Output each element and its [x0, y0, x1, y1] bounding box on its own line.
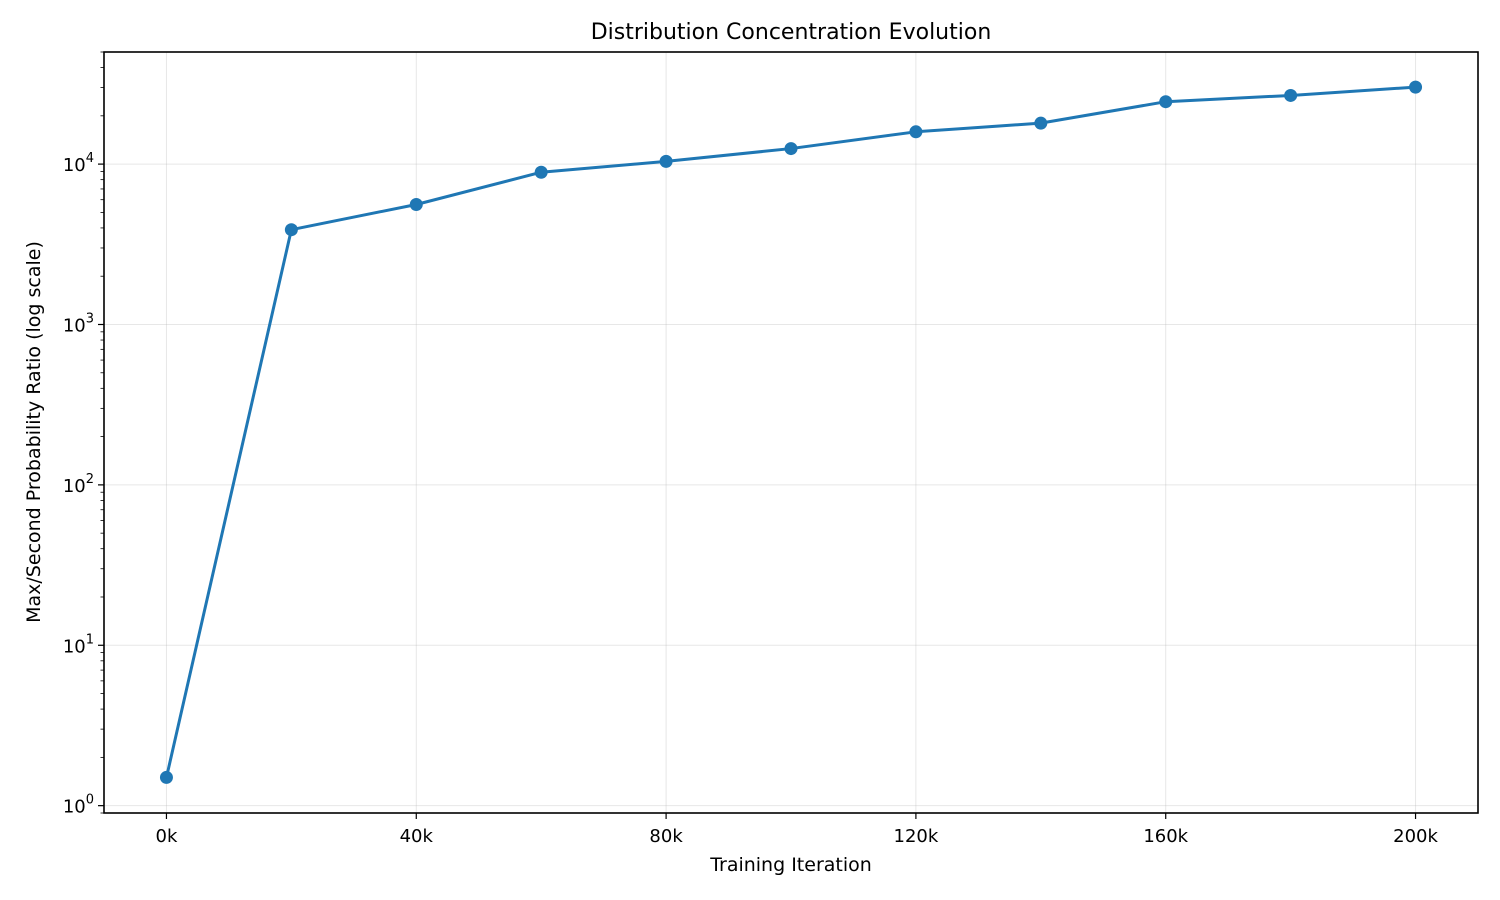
- data-point: [784, 142, 798, 156]
- data-point: [534, 165, 548, 179]
- grid: [104, 52, 1478, 813]
- data-point: [909, 125, 923, 139]
- plot-frame: [103, 51, 1479, 814]
- y-tick-label: 101: [63, 632, 94, 657]
- data-point: [1409, 80, 1423, 94]
- y-tick-label: 104: [63, 151, 94, 176]
- x-tick-label: 120k: [894, 826, 939, 847]
- data-point: [409, 197, 423, 211]
- x-axis-label: Training Iteration: [709, 854, 872, 876]
- x-tick-label: 40k: [400, 826, 434, 847]
- x-tick-label: 160k: [1143, 826, 1188, 847]
- data-point: [1284, 88, 1298, 102]
- series-line: [159, 80, 1423, 784]
- y-tick-label: 100: [63, 793, 94, 818]
- data-point: [1034, 116, 1048, 130]
- data-point: [159, 770, 173, 784]
- series-path: [164, 85, 1416, 778]
- x-tick-label: 0k: [156, 826, 178, 847]
- data-point: [284, 223, 298, 237]
- x-axis: 0k 40k 80k 120k 160k 200k: [156, 813, 1439, 847]
- x-tick-label: 200k: [1393, 826, 1438, 847]
- y-tick-label: 103: [63, 311, 94, 336]
- y-axis: 100 101 102 103 104: [63, 151, 104, 818]
- chart-title: Distribution Concentration Evolution: [591, 20, 992, 45]
- data-point: [1159, 95, 1173, 109]
- y-axis-label: Max/Second Probability Ratio (log scale): [23, 241, 45, 623]
- y-tick-label: 102: [63, 472, 94, 497]
- x-tick-label: 80k: [649, 826, 683, 847]
- data-point: [659, 154, 673, 168]
